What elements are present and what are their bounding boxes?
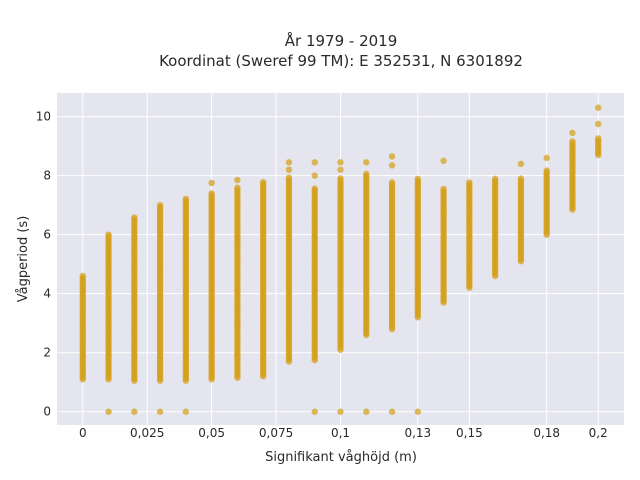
data-point [569,129,576,137]
data-point [337,166,344,173]
data-point [285,159,293,166]
data-point [234,184,241,191]
data-point [363,408,370,415]
y-tick-label: 0 [43,405,51,419]
data-point [311,159,318,166]
data-point [285,174,293,181]
data-point [311,185,318,192]
data-point [388,179,396,186]
data-point [388,162,396,169]
y-tick-label: 2 [43,346,51,360]
data-point [543,154,550,162]
data-point [363,170,370,178]
x-tick-label: 0,13 [404,426,431,440]
data-points [79,104,602,415]
data-point [131,408,138,415]
data-point [234,176,241,184]
x-axis-title: Signifikant våghöjd (m) [265,450,417,465]
x-tick-label: 0,18 [533,426,560,440]
data-point [311,408,318,415]
x-tick-label: 0 [79,426,87,440]
y-axis-title: Vågperiod (s) [16,216,31,303]
data-point [182,195,190,203]
data-point [337,175,344,182]
y-tick-label: 8 [43,169,51,183]
data-point [595,120,602,128]
data-point [595,135,602,142]
y-tick-label: 4 [43,287,51,301]
data-point [517,175,525,182]
data-point [285,166,293,173]
data-point [414,175,422,183]
data-point [440,185,447,193]
y-tick-label: 10 [36,110,51,124]
x-tick-label: 0,075 [259,426,293,440]
data-point [208,190,215,197]
data-point [440,157,447,165]
data-point [543,167,550,174]
data-point [156,408,164,415]
data-point [105,408,112,415]
y-tick-label: 6 [43,228,51,242]
x-tick-label: 0,1 [331,426,350,440]
x-tick-label: 0,05 [198,426,225,440]
x-tick-label: 0,2 [589,426,608,440]
data-point [337,408,344,415]
data-point [79,272,86,280]
data-point [208,179,215,187]
x-tick-label: 0,15 [456,426,483,440]
data-point [466,179,473,186]
data-point [388,408,396,415]
data-point [259,178,267,186]
data-point [363,159,370,166]
data-point [491,175,499,183]
data-point [337,159,344,166]
data-point [311,172,318,179]
axis-ticks: 0 0,025 0,05 0,075 0,1 0,13 0,15 0,18 0,2 0 2 4 6 8 10 [36,110,608,440]
data-point [131,214,138,221]
data-point [595,104,602,111]
chart-title-line-2: Koordinat (Sweref 99 TM): E 352531, N 63… [159,52,523,70]
data-point [105,231,112,238]
data-point [569,138,576,145]
x-tick-label: 0,025 [130,426,164,440]
data-point [182,408,190,415]
data-point [388,153,396,160]
data-point [414,408,422,415]
data-point [156,201,164,209]
data-point [517,160,525,168]
chart-title-line-1: År 1979 - 2019 [285,31,398,50]
